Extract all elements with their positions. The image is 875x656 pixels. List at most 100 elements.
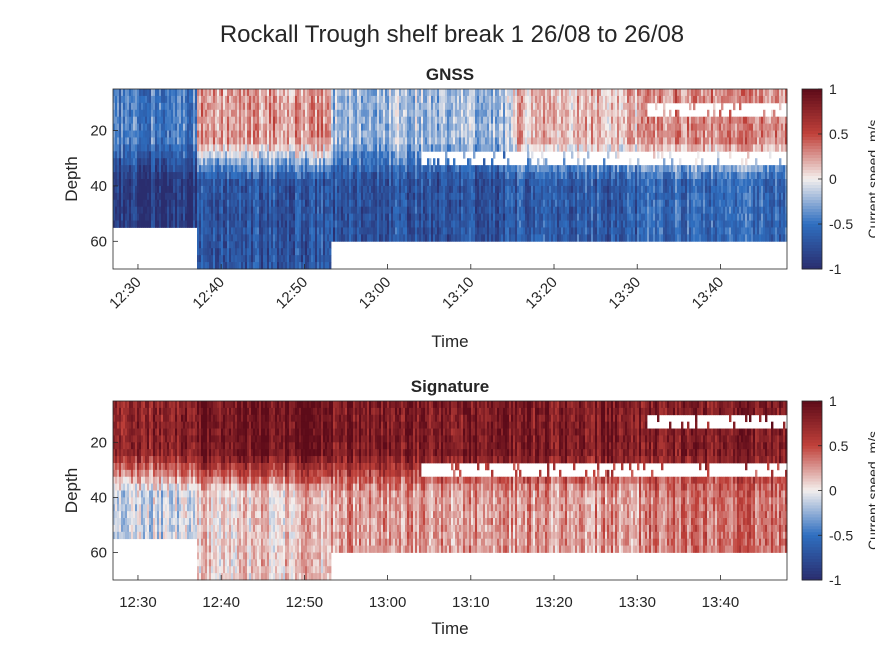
heatmap-cell <box>115 172 118 180</box>
heatmap-cell <box>315 116 318 125</box>
heatmap-cell <box>299 102 302 111</box>
heatmap-cell <box>527 151 530 159</box>
heatmap-cell <box>435 123 438 131</box>
heatmap-cell <box>197 185 200 194</box>
heatmap-cell <box>191 206 194 215</box>
heatmap-cell <box>213 185 216 194</box>
heatmap-cell <box>197 158 200 166</box>
heatmap-cell <box>231 234 234 242</box>
heatmap-cell <box>329 109 332 118</box>
heatmap-cell <box>413 213 416 221</box>
heatmap-cell <box>337 89 340 97</box>
heatmap-cell <box>317 220 320 228</box>
heatmap-cell <box>217 144 220 152</box>
heatmap-cell <box>397 172 400 180</box>
heatmap-cell <box>135 213 138 221</box>
heatmap-cell <box>339 185 342 194</box>
heatmap-cell <box>365 220 368 228</box>
heatmap-cell <box>219 213 222 221</box>
heatmap-cell <box>115 130 118 138</box>
heatmap-cell <box>403 185 406 194</box>
heatmap-cell <box>419 206 422 215</box>
heatmap-cell <box>397 179 400 187</box>
heatmap-cell <box>239 144 242 152</box>
heatmap-cell <box>419 192 422 201</box>
heatmap-cell <box>261 241 264 249</box>
heatmap-cell <box>273 123 276 131</box>
heatmap-cell <box>327 89 330 97</box>
heatmap-cell <box>165 199 168 208</box>
heatmap-cell <box>219 192 222 201</box>
heatmap-cell <box>221 234 224 242</box>
heatmap-cell <box>187 151 190 159</box>
heatmap-cell <box>215 95 218 104</box>
heatmap-cell <box>327 165 330 173</box>
heatmap-cell <box>171 220 174 228</box>
heatmap-cell <box>225 172 228 180</box>
heatmap-cell <box>429 158 432 166</box>
heatmap-cell <box>309 123 312 131</box>
heatmap-cell <box>299 262 302 270</box>
heatmap-cell <box>339 123 342 131</box>
heatmap-cell <box>193 130 196 138</box>
heatmap-cell <box>211 95 214 104</box>
heatmap-cell <box>125 123 128 131</box>
heatmap-cell <box>249 220 252 228</box>
heatmap-cell <box>137 206 140 215</box>
heatmap-cell <box>263 179 266 187</box>
heatmap-cell <box>343 151 346 159</box>
heatmap-cell <box>263 165 266 173</box>
heatmap-cell <box>317 123 320 131</box>
heatmap-cell <box>329 255 332 263</box>
heatmap-cell <box>323 95 326 104</box>
heatmap-cell <box>201 172 204 180</box>
heatmap-cell <box>437 158 440 166</box>
heatmap-cell <box>129 172 132 180</box>
heatmap-cell <box>259 102 262 111</box>
heatmap-cell <box>429 179 432 187</box>
heatmap-cell <box>135 123 138 131</box>
heatmap-cell <box>255 109 258 118</box>
heatmap-cell <box>135 130 138 138</box>
heatmap-cell <box>271 262 274 270</box>
heatmap-cell <box>127 151 130 159</box>
heatmap-cell <box>317 95 320 104</box>
heatmap-cell <box>253 227 256 235</box>
heatmap-cell <box>215 248 218 256</box>
heatmap-cell <box>443 165 446 173</box>
heatmap-cell <box>309 234 312 242</box>
heatmap-cell <box>205 185 208 194</box>
heatmap-cell <box>171 213 174 221</box>
heatmap-cell <box>231 172 234 180</box>
heatmap-cell <box>263 262 266 270</box>
heatmap-cell <box>223 262 226 270</box>
heatmap-cell <box>263 109 266 118</box>
heatmap-cell <box>293 241 296 249</box>
heatmap-cell <box>131 206 134 215</box>
heatmap-cell <box>217 95 220 104</box>
heatmap-cell <box>407 172 410 180</box>
heatmap-cell <box>399 130 402 138</box>
heatmap-cell <box>239 95 242 104</box>
heatmap-cell <box>183 220 186 228</box>
heatmap-cell <box>307 262 310 270</box>
heatmap-cell <box>261 89 264 97</box>
heatmap-cell <box>463 151 466 159</box>
heatmap-cell <box>309 192 312 201</box>
heatmap-cell <box>277 102 280 111</box>
heatmap-cell <box>117 109 120 118</box>
heatmap-cell <box>369 158 372 166</box>
heatmap-cell <box>429 102 432 111</box>
heatmap-cell <box>249 151 252 159</box>
heatmap-cell <box>355 179 358 187</box>
heatmap-cell <box>331 227 334 235</box>
heatmap-cell <box>411 227 414 235</box>
heatmap-cell <box>367 151 370 159</box>
heatmap-cell <box>297 206 300 215</box>
heatmap-cell <box>289 234 292 242</box>
heatmap-cell <box>403 89 406 97</box>
heatmap-cell <box>395 102 398 111</box>
heatmap-cell <box>363 172 366 180</box>
heatmap-cell <box>229 255 232 263</box>
heatmap-cell <box>253 89 256 97</box>
